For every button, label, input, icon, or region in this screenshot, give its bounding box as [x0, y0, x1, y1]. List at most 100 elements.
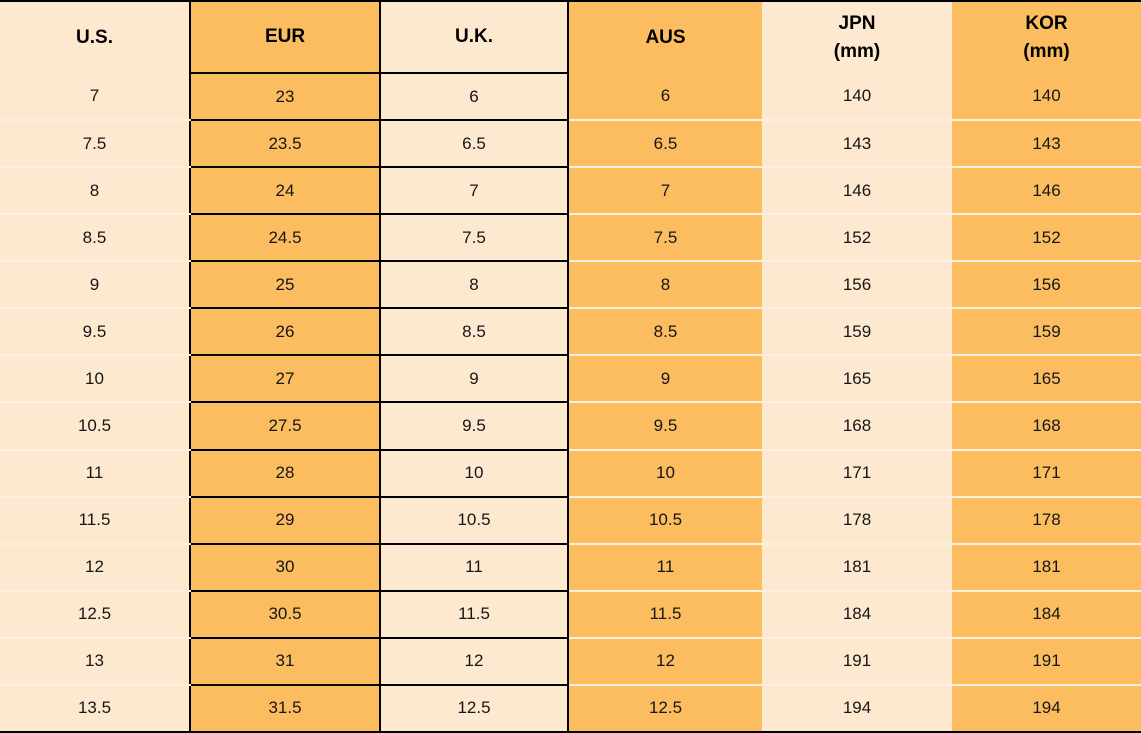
- table-row: 7.5 23.5 6.5 6.5 143 143: [0, 120, 1141, 169]
- cell-aus: 12: [567, 637, 762, 686]
- header-kor: KOR (mm): [952, 0, 1141, 73]
- cell-kor: 143: [952, 120, 1141, 169]
- cell-eur: 30.5: [189, 590, 381, 639]
- cell-us: 8: [0, 167, 190, 216]
- cell-kor: 156: [952, 261, 1141, 310]
- table-row: 10.5 27.5 9.5 9.5 168 168: [0, 402, 1141, 451]
- cell-eur: 31.5: [189, 684, 381, 733]
- cell-eur: 26: [189, 308, 381, 357]
- cell-aus: 10: [567, 449, 762, 498]
- cell-jpn: 156: [762, 261, 952, 310]
- header-eur-label: EUR: [264, 26, 306, 48]
- cell-kor: 146: [952, 167, 1141, 216]
- cell-uk: 9: [380, 355, 568, 404]
- table-row: 11 28 10 10 171 171: [0, 449, 1141, 498]
- cell-aus: 8: [567, 261, 762, 310]
- header-jpn-label: JPN: [838, 12, 876, 34]
- cell-eur: 31: [189, 637, 381, 686]
- header-kor-sublabel: (mm): [1023, 40, 1070, 62]
- cell-kor: 152: [952, 214, 1141, 263]
- cell-jpn: 159: [762, 308, 952, 357]
- cell-uk: 8: [380, 261, 568, 310]
- cell-kor: 159: [952, 308, 1141, 357]
- cell-eur: 24: [189, 167, 381, 216]
- cell-kor: 178: [952, 496, 1141, 545]
- cell-eur: 24.5: [189, 214, 381, 263]
- cell-uk: 10.5: [380, 496, 568, 545]
- cell-eur: 29: [189, 496, 381, 545]
- cell-jpn: 191: [762, 637, 952, 686]
- cell-eur: 27: [189, 355, 381, 404]
- cell-uk: 6: [380, 73, 568, 122]
- cell-kor: 194: [952, 684, 1141, 733]
- cell-aus: 6: [567, 73, 762, 122]
- cell-aus: 9.5: [567, 402, 762, 451]
- cell-uk: 6.5: [380, 120, 568, 169]
- cell-eur: 27.5: [189, 402, 381, 451]
- cell-us: 10.5: [0, 402, 190, 451]
- header-aus: AUS: [567, 0, 762, 73]
- cell-kor: 168: [952, 402, 1141, 451]
- header-uk: U.K.: [380, 0, 568, 74]
- table-row: 11.5 29 10.5 10.5 178 178: [0, 496, 1141, 545]
- cell-uk: 11.5: [380, 590, 568, 639]
- cell-aus: 7.5: [567, 214, 762, 263]
- table-row: 13.5 31.5 12.5 12.5 194 194: [0, 684, 1141, 733]
- table-row: 9.5 26 8.5 8.5 159 159: [0, 308, 1141, 357]
- cell-jpn: 140: [762, 73, 952, 122]
- header-us-label: U.S.: [76, 26, 113, 48]
- cell-uk: 12.5: [380, 684, 568, 733]
- cell-uk: 7: [380, 167, 568, 216]
- cell-jpn: 178: [762, 496, 952, 545]
- cell-uk: 10: [380, 449, 568, 498]
- table-row: 10 27 9 9 165 165: [0, 355, 1141, 404]
- cell-us: 13: [0, 637, 190, 686]
- cell-jpn: 168: [762, 402, 952, 451]
- cell-us: 7: [0, 73, 190, 122]
- header-row: U.S. EUR U.K. AUS JPN (mm): [0, 0, 1141, 74]
- cell-aus: 11.5: [567, 590, 762, 639]
- cell-us: 13.5: [0, 684, 190, 733]
- cell-kor: 171: [952, 449, 1141, 498]
- cell-eur: 30: [189, 543, 381, 592]
- table-row: 12.5 30.5 11.5 11.5 184 184: [0, 590, 1141, 639]
- cell-eur: 23: [189, 73, 381, 122]
- cell-aus: 9: [567, 355, 762, 404]
- cell-us: 12: [0, 543, 190, 592]
- cell-eur: 23.5: [189, 120, 381, 169]
- cell-eur: 28: [189, 449, 381, 498]
- cell-kor: 165: [952, 355, 1141, 404]
- cell-aus: 10.5: [567, 496, 762, 545]
- cell-us: 11.5: [0, 496, 190, 545]
- cell-aus: 8.5: [567, 308, 762, 357]
- cell-uk: 8.5: [380, 308, 568, 357]
- cell-jpn: 152: [762, 214, 952, 263]
- header-jpn: JPN (mm): [762, 0, 952, 73]
- cell-us: 9.5: [0, 308, 190, 357]
- cell-kor: 184: [952, 590, 1141, 639]
- cell-jpn: 165: [762, 355, 952, 404]
- cell-jpn: 146: [762, 167, 952, 216]
- cell-jpn: 184: [762, 590, 952, 639]
- table-row: 9 25 8 8 156 156: [0, 261, 1141, 310]
- header-us: U.S.: [0, 0, 190, 73]
- cell-us: 7.5: [0, 120, 190, 169]
- cell-eur: 25: [189, 261, 381, 310]
- cell-aus: 7: [567, 167, 762, 216]
- cell-jpn: 181: [762, 543, 952, 592]
- cell-kor: 140: [952, 73, 1141, 122]
- table-row: 8 24 7 7 146 146: [0, 167, 1141, 216]
- cell-uk: 12: [380, 637, 568, 686]
- header-uk-label: U.K.: [455, 26, 493, 48]
- header-eur: EUR: [189, 0, 381, 74]
- cell-jpn: 171: [762, 449, 952, 498]
- cell-jpn: 194: [762, 684, 952, 733]
- header-jpn-sublabel: (mm): [833, 40, 881, 62]
- table-header: U.S. EUR U.K. AUS JPN (mm): [0, 0, 1141, 74]
- cell-us: 12.5: [0, 590, 190, 639]
- cell-us: 9: [0, 261, 190, 310]
- table-row: 7 23 6 6 140 140: [0, 73, 1141, 122]
- table-body: 7 23 6 6 140 140 7.5 23.5 6.5 6.5 143 143 8 24 7 7 146 14…: [0, 73, 1141, 733]
- cell-aus: 11: [567, 543, 762, 592]
